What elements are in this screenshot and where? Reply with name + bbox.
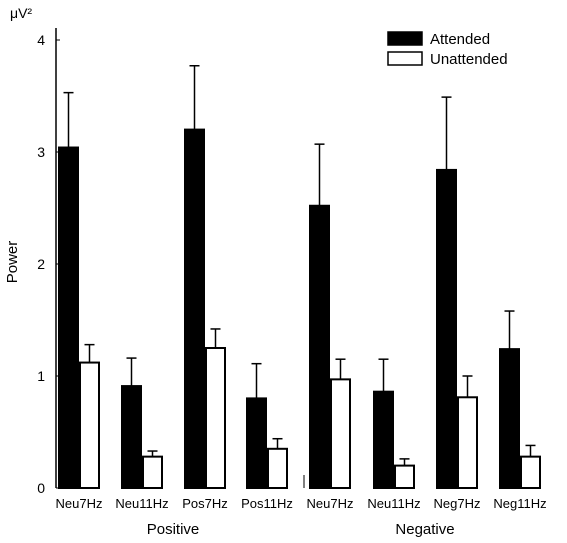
bar-unattended bbox=[330, 378, 351, 489]
x-tick-label: Neu11Hz bbox=[115, 496, 168, 511]
y-axis-unit: μV² bbox=[10, 5, 32, 21]
legend: Attended Unattended bbox=[387, 31, 508, 68]
x-tick-label: Neu7Hz bbox=[307, 496, 354, 511]
y-axis-title: Power bbox=[4, 241, 21, 284]
x-tick-label: Neg11Hz bbox=[493, 496, 546, 511]
y-tick-label: 1 bbox=[37, 368, 45, 384]
bar-unattended bbox=[142, 455, 163, 490]
bar-attended bbox=[309, 204, 330, 489]
group-label: Positive bbox=[147, 521, 200, 538]
legend-label-unattended: Unattended bbox=[430, 51, 508, 68]
y-tick-label: 0 bbox=[37, 480, 45, 496]
y-tick-label: 4 bbox=[37, 32, 45, 48]
group-labels: Positive Negative bbox=[147, 521, 455, 538]
x-axis-labels: Neu7Hz Neu11Hz Pos7Hz Pos11Hz Neu7Hz Neu11Hz N… bbox=[56, 496, 547, 511]
legend-swatch-attended bbox=[387, 31, 423, 46]
bar-attended bbox=[184, 128, 205, 489]
x-tick-label: Neu11Hz bbox=[367, 496, 420, 511]
bar-unattended bbox=[394, 464, 415, 490]
bar-unattended bbox=[267, 447, 288, 489]
bar-unattended bbox=[205, 347, 226, 489]
bars bbox=[58, 65, 541, 490]
bar-unattended bbox=[79, 361, 100, 489]
y-axis: μV² Power 0 1 2 3 4 bbox=[4, 5, 60, 496]
bar-attended bbox=[499, 348, 520, 489]
bar-attended bbox=[246, 397, 267, 489]
bar-unattended bbox=[520, 455, 541, 490]
legend-swatch-unattended bbox=[387, 51, 423, 66]
bar-attended bbox=[373, 390, 394, 489]
legend-label-attended: Attended bbox=[430, 31, 490, 48]
x-tick-label: Neu7Hz bbox=[56, 496, 103, 511]
bar-attended bbox=[436, 168, 457, 489]
x-tick-label: Pos7Hz bbox=[182, 496, 228, 511]
x-tick-label: Pos11Hz bbox=[241, 496, 293, 511]
y-tick-label: 2 bbox=[37, 256, 45, 272]
bar-attended bbox=[58, 146, 79, 490]
bar-attended bbox=[121, 385, 142, 489]
x-tick-label: Neg7Hz bbox=[434, 496, 481, 511]
y-tick-label: 3 bbox=[37, 144, 45, 160]
group-label: Negative bbox=[395, 521, 454, 538]
bar-unattended bbox=[457, 396, 478, 489]
